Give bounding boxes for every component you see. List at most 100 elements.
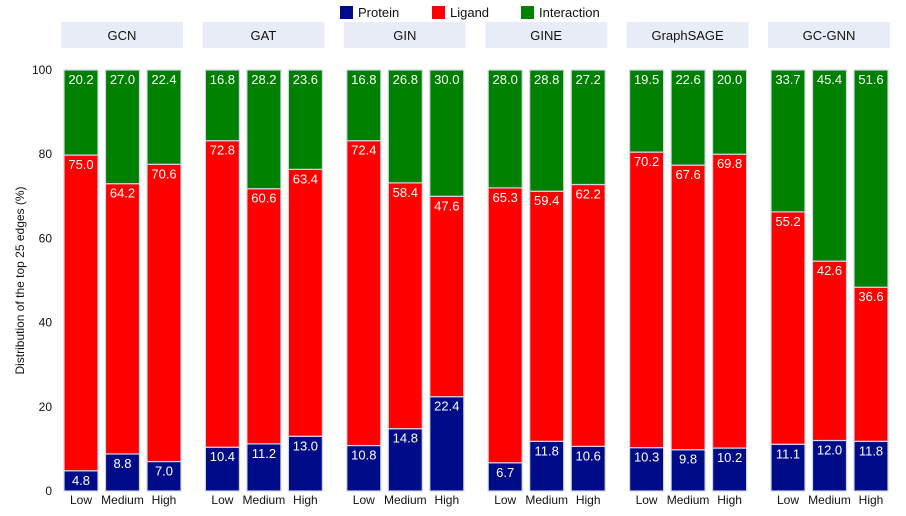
panel-header-gcn: [61, 22, 183, 48]
data-label-gc-gnn-high-protein: 11.8: [859, 443, 883, 458]
data-label-gc-gnn-medium-interaction: 45.4: [817, 72, 842, 87]
y-tick-label-40: 40: [39, 316, 53, 330]
y-tick-label-0: 0: [45, 484, 52, 498]
legend-swatch-protein: [340, 6, 353, 19]
bar-gine-high-interaction: [570, 69, 606, 186]
bar-gin-low-ligand: [346, 140, 382, 447]
data-label-gc-gnn-low-interaction: 33.7: [775, 72, 800, 87]
data-label-graphsage-low-interaction: 19.5: [634, 72, 659, 87]
panel-title-gin: GIN: [393, 28, 416, 43]
bar-gine-medium-interaction: [529, 69, 565, 192]
bar-gcn-high-protein: [146, 460, 182, 492]
y-tick-label-100: 100: [32, 63, 52, 77]
bar-gc-gnn-low-protein: [770, 443, 806, 492]
x-tick-label-gcn-high: High: [152, 493, 177, 507]
data-label-gat-low-protein: 10.4: [210, 449, 235, 464]
data-label-graphsage-high-interaction: 20.0: [717, 72, 742, 87]
data-label-gin-low-protein: 10.8: [351, 448, 376, 463]
legend-label-protein: Protein: [358, 5, 399, 20]
data-label-gc-gnn-high-ligand: 36.6: [858, 289, 883, 304]
data-label-gine-low-ligand: 65.3: [493, 190, 518, 205]
bar-gc-gnn-low-ligand: [770, 211, 806, 445]
y-tick-label-80: 80: [39, 147, 53, 161]
panel-title-gat: GAT: [251, 28, 277, 43]
data-label-gcn-medium-interaction: 27.0: [110, 72, 135, 87]
panel-header-graphsage: [626, 22, 749, 48]
data-label-gcn-low-protein: 4.8: [72, 473, 90, 488]
panel-header-gat: [202, 22, 325, 48]
x-tick-label-graphsage-medium: Medium: [667, 493, 710, 507]
bar-graphsage-high-interaction: [711, 69, 748, 155]
data-label-gc-gnn-medium-protein: 12.0: [817, 442, 842, 457]
data-label-gin-medium-protein: 14.8: [393, 431, 418, 446]
panel-title-gcn: GCN: [108, 28, 137, 43]
bar-gc-gnn-high-ligand: [853, 286, 889, 442]
y-axis-label: Distribution of the top 25 edges (%): [13, 186, 27, 374]
data-label-graphsage-high-ligand: 69.8: [717, 156, 742, 171]
data-label-gin-medium-ligand: 58.4: [393, 185, 418, 200]
x-tick-label-gin-medium: Medium: [384, 493, 427, 507]
data-label-gine-medium-ligand: 59.4: [534, 193, 559, 208]
data-label-graphsage-medium-protein: 9.8: [679, 452, 697, 467]
x-tick-label-gat-high: High: [293, 493, 318, 507]
data-label-gine-low-protein: 6.7: [496, 465, 514, 480]
x-tick-label-gat-low: Low: [211, 493, 233, 507]
legend-swatch-ligand: [432, 6, 445, 19]
bar-gat-high-protein: [287, 435, 323, 492]
x-tick-label-gat-medium: Medium: [243, 493, 286, 507]
bar-gine-low-ligand: [487, 187, 523, 464]
bar-gin-high-ligand: [429, 195, 465, 398]
bar-gc-gnn-medium-interaction: [811, 69, 848, 262]
bar-gcn-medium-protein: [104, 453, 141, 492]
bar-gin-high-protein: [429, 396, 465, 492]
data-label-gin-high-interaction: 30.0: [434, 72, 459, 87]
bar-gc-gnn-high-interaction: [853, 69, 889, 288]
bar-gcn-high-interaction: [146, 69, 182, 165]
bar-gat-high-ligand: [287, 168, 323, 437]
bar-gin-medium-ligand: [387, 182, 423, 430]
bar-gine-high-protein: [570, 445, 606, 492]
data-label-gine-medium-protein: 11.8: [535, 443, 559, 458]
bar-gc-gnn-medium-protein: [811, 439, 848, 492]
panel-header-gine: [485, 22, 608, 48]
x-tick-label-gcn-medium: Medium: [101, 493, 144, 507]
x-tick-label-gc-gnn-medium: Medium: [808, 493, 851, 507]
data-label-gcn-high-interaction: 22.4: [151, 72, 176, 87]
data-label-gin-high-protein: 22.4: [434, 399, 459, 414]
data-label-gcn-medium-protein: 8.8: [113, 456, 131, 471]
bar-gat-low-interaction: [204, 69, 240, 142]
x-tick-label-gc-gnn-high: High: [859, 493, 884, 507]
bar-gin-medium-protein: [387, 428, 423, 492]
data-label-graphsage-medium-ligand: 67.6: [675, 167, 700, 182]
bar-gine-medium-ligand: [529, 190, 565, 442]
bar-gine-low-protein: [487, 462, 523, 492]
bar-gin-low-protein: [346, 444, 382, 492]
data-label-graphsage-low-ligand: 70.2: [634, 154, 659, 169]
data-label-gat-low-ligand: 72.8: [210, 143, 235, 158]
y-tick-label-60: 60: [39, 231, 53, 245]
bar-gcn-medium-ligand: [104, 183, 141, 455]
bar-gin-high-interaction: [429, 69, 465, 197]
x-tick-label-gin-low: Low: [353, 493, 375, 507]
panel-header-gin: [343, 22, 466, 48]
bar-gcn-low-interaction: [63, 69, 99, 156]
data-label-gin-medium-interaction: 26.8: [393, 72, 418, 87]
data-label-gine-high-protein: 10.6: [576, 448, 601, 463]
x-tick-label-graphsage-high: High: [717, 493, 742, 507]
bar-gc-gnn-high-protein: [853, 440, 889, 492]
bar-gin-medium-interaction: [387, 69, 423, 184]
data-label-gin-high-ligand: 47.6: [434, 198, 459, 213]
data-label-gine-medium-interaction: 28.8: [534, 72, 559, 87]
x-tick-label-gine-medium: Medium: [525, 493, 568, 507]
bar-graphsage-low-interaction: [628, 69, 665, 153]
bar-graphsage-high-protein: [711, 447, 748, 492]
data-label-graphsage-low-protein: 10.3: [634, 450, 659, 465]
data-label-gat-medium-interaction: 28.2: [251, 72, 276, 87]
bar-gat-high-interaction: [287, 69, 323, 170]
bar-gine-high-ligand: [570, 183, 606, 447]
bar-gc-gnn-medium-ligand: [811, 260, 848, 442]
data-label-gcn-high-ligand: 70.6: [151, 166, 176, 181]
data-label-gat-high-interaction: 23.6: [293, 72, 318, 87]
